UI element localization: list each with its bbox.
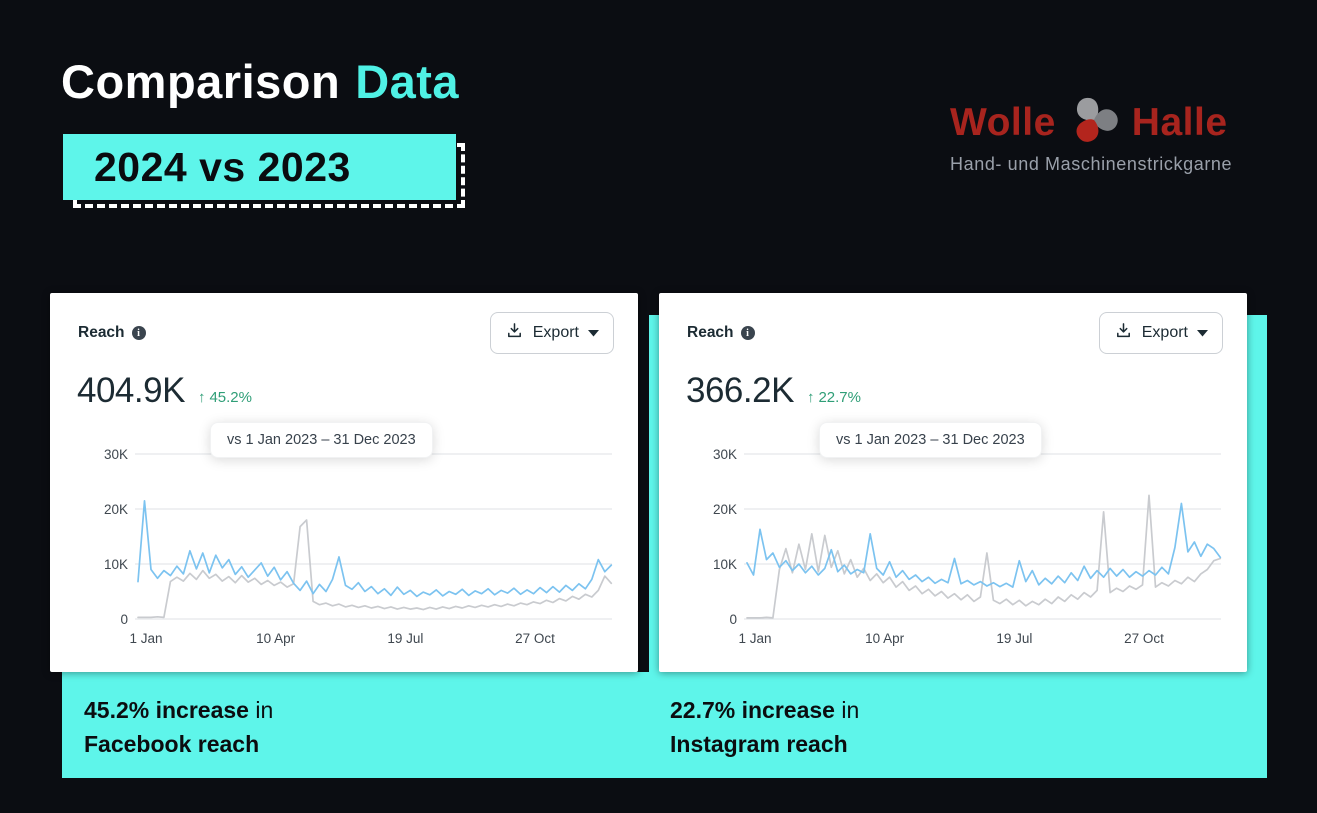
reach-card-instagram: 0 10K 20K 30K 1 Jan 10 Apr 19 Jul 27 Oct Reach … [659,293,1247,672]
brand-logo: Wolle Halle Hand- und Maschinenstrickgar… [950,94,1232,175]
caption-connector: in [248,697,274,723]
svg-text:0: 0 [120,612,128,627]
card-header: Reach i Export [659,293,1247,354]
up-arrow-icon: ↑ [806,389,815,406]
caption-subject: Instagram reach [670,731,848,757]
svg-text:0: 0 [729,612,737,627]
caption-instagram: 22.7% increase in Instagram reach [670,693,859,761]
metric-label-text: Reach [687,324,734,341]
delta-value: 22.7% [818,389,861,406]
series-line-2023 [137,519,613,619]
comparison-tooltip: vs 1 Jan 2023 – 31 Dec 2023 [819,422,1042,458]
caption-connector: in [834,697,860,723]
svg-text:30K: 30K [713,447,737,462]
comparison-tooltip: vs 1 Jan 2023 – 31 Dec 2023 [210,422,433,458]
brand-logo-row: Wolle Halle [950,94,1232,151]
up-arrow-icon: ↑ [197,389,206,406]
info-icon[interactable]: i [740,326,755,340]
svg-text:20K: 20K [104,502,128,517]
delta-badge: ↑ 22.7% [807,389,861,406]
export-button[interactable]: Export [1098,312,1223,354]
year-badge: 2024 vs 2023 [63,134,456,200]
series-line-2023 [746,494,1222,619]
brand-word-right: Halle [1131,100,1228,144]
delta-badge: ↑ 45.2% [198,389,252,406]
svg-text:27 Oct: 27 Oct [515,631,555,646]
caption-highlight: 22.7% increase [670,697,835,723]
info-icon[interactable]: i [131,326,146,340]
caption-subject: Facebook reach [84,731,260,757]
instagram-reach-chart: 0 10K 20K 30K 1 Jan 10 Apr 19 Jul 27 Oct [713,447,1222,646]
page-title-accent: Data [355,55,460,108]
caption-facebook: 45.2% increase in Facebook reach [84,693,273,761]
page-title-white: Comparison [61,55,341,108]
svg-text:10 Apr: 10 Apr [865,631,905,646]
caret-down-icon [588,324,599,342]
delta-value: 45.2% [209,389,252,406]
metric-value: 404.9K [77,371,185,410]
download-icon [505,321,524,345]
metric-row: 366.2K ↑ 22.7% [659,354,1247,411]
svg-text:20K: 20K [713,502,737,517]
reach-card-facebook: 0 10K 20K 30K 1 Jan 10 Apr 19 Jul 27 Oct Reach … [50,293,638,672]
export-button-label: Export [1141,324,1188,341]
metric-row: 404.9K ↑ 45.2% [50,354,638,411]
svg-text:19 Jul: 19 Jul [996,631,1032,646]
page-title: Comparison Data [61,54,459,109]
brand-word-left: Wolle [950,100,1056,144]
svg-text:1 Jan: 1 Jan [738,631,771,646]
series-line-2024 [746,502,1222,588]
series-line-2024 [137,499,613,598]
svg-text:10 Apr: 10 Apr [256,631,296,646]
metric-value: 366.2K [686,371,794,410]
card-header: Reach i Export [50,293,638,354]
caption-line1: 45.2% increase in [84,693,273,727]
metric-label: Reach i [78,324,146,342]
svg-text:10K: 10K [713,557,737,572]
svg-text:19 Jul: 19 Jul [387,631,423,646]
caption-line1: 22.7% increase in [670,693,859,727]
svg-text:30K: 30K [104,447,128,462]
svg-text:1 Jan: 1 Jan [129,631,162,646]
svg-text:10K: 10K [104,557,128,572]
caret-down-icon [1197,324,1208,342]
caption-strip [62,672,1267,778]
export-button-label: Export [532,324,579,341]
brand-subtitle: Hand- und Maschinenstrickgarne [950,154,1233,174]
year-badge-group: 2024 vs 2023 [63,134,465,208]
metric-label-text: Reach [78,324,125,341]
svg-text:27 Oct: 27 Oct [1124,631,1164,646]
metric-label: Reach i [687,324,755,342]
yarn-ball-icon [1066,94,1122,151]
facebook-reach-chart: 0 10K 20K 30K 1 Jan 10 Apr 19 Jul 27 Oct [104,447,613,646]
caption-highlight: 45.2% increase [84,697,249,723]
download-icon [1114,321,1133,345]
export-button[interactable]: Export [489,312,614,354]
